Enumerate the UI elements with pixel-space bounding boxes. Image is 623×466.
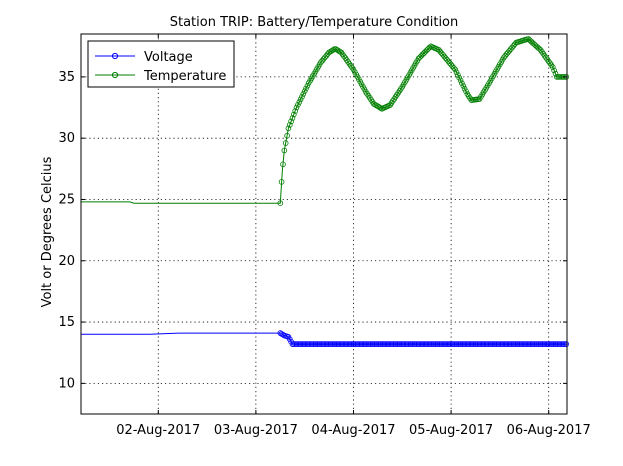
series-marker-temperature bbox=[460, 83, 467, 89]
series-marker-temperature bbox=[510, 42, 517, 49]
series-marker-temperature bbox=[330, 47, 337, 53]
series-marker-temperature bbox=[551, 67, 557, 74]
series-marker-temperature bbox=[301, 88, 308, 94]
series-marker-temperature bbox=[293, 104, 300, 111]
series-marker-temperature bbox=[372, 101, 379, 108]
x-tick-label: 03-Aug-2017 bbox=[214, 423, 298, 438]
series-marker-temperature bbox=[376, 104, 383, 110]
series-marker-temperature bbox=[299, 93, 305, 100]
series-marker-temperature bbox=[442, 55, 449, 61]
series-marker-temperature bbox=[461, 85, 468, 92]
series-marker-temperature bbox=[297, 96, 304, 103]
series-marker-temperature bbox=[295, 102, 301, 108]
series-marker-temperature bbox=[286, 122, 293, 128]
series-marker-temperature bbox=[440, 51, 446, 58]
series-marker-temperature bbox=[502, 52, 509, 59]
series-marker-temperature bbox=[281, 147, 288, 154]
series-marker-temperature bbox=[449, 63, 456, 70]
x-tick-label: 02-Aug-2017 bbox=[116, 423, 200, 438]
series-marker-temperature bbox=[438, 50, 445, 56]
series-marker-temperature bbox=[503, 51, 510, 57]
series-line-temperature bbox=[81, 38, 567, 204]
legend: Voltage Temperature bbox=[87, 40, 235, 88]
y-tick-label: 15 bbox=[58, 315, 75, 330]
series-marker-temperature bbox=[505, 49, 511, 56]
series-marker-temperature bbox=[326, 49, 332, 56]
series-marker-temperature bbox=[457, 77, 464, 84]
series-marker-temperature bbox=[453, 69, 460, 76]
series-marker-temperature bbox=[288, 118, 294, 125]
series-marker-temperature bbox=[277, 200, 284, 207]
series-marker-temperature bbox=[444, 56, 450, 63]
x-tick-label: 05-Aug-2017 bbox=[409, 423, 493, 438]
series-layer bbox=[81, 36, 570, 347]
series-marker-temperature bbox=[300, 91, 307, 97]
series-marker-temperature bbox=[549, 64, 556, 70]
series-marker-voltage bbox=[563, 341, 570, 347]
series-marker-temperature bbox=[323, 52, 330, 59]
x-tick-label: 04-Aug-2017 bbox=[311, 423, 395, 438]
series-marker-temperature bbox=[441, 53, 448, 60]
series-marker-temperature bbox=[448, 61, 454, 68]
y-tick-label: 35 bbox=[58, 70, 75, 85]
series-marker-temperature bbox=[280, 161, 286, 168]
legend-temperature-marker bbox=[111, 71, 119, 79]
series-marker-temperature bbox=[278, 179, 285, 185]
plot-frame bbox=[80, 33, 568, 415]
legend-box bbox=[87, 40, 235, 88]
series-marker-temperature bbox=[289, 115, 296, 121]
series-marker-temperature bbox=[436, 47, 442, 53]
series-marker-temperature bbox=[507, 46, 514, 52]
series-marker-temperature bbox=[446, 60, 453, 66]
series-marker-temperature bbox=[450, 65, 457, 71]
y-tick-label: 20 bbox=[58, 254, 75, 269]
series-marker-temperature bbox=[282, 140, 289, 146]
y-axis-label: Volt or Degrees Celcius bbox=[40, 156, 55, 307]
legend-voltage-label: Voltage bbox=[144, 50, 193, 65]
series-marker-voltage bbox=[277, 330, 284, 336]
series-marker-temperature bbox=[506, 47, 513, 54]
tick-layer: 02-Aug-2017 03-Aug-2017 04-Aug-2017 05-Aug-… bbox=[58, 34, 591, 438]
plot-area bbox=[81, 34, 567, 414]
series-marker-temperature bbox=[320, 56, 327, 62]
series-marker-temperature bbox=[501, 54, 507, 61]
series-marker-temperature bbox=[322, 54, 328, 61]
series-marker-temperature bbox=[437, 48, 444, 55]
series-marker-temperature bbox=[284, 132, 290, 139]
y-tick-label: 25 bbox=[58, 192, 75, 207]
series-marker-temperature bbox=[509, 44, 515, 51]
series-marker-temperature bbox=[552, 70, 559, 77]
y-tick-label: 30 bbox=[58, 131, 75, 146]
series-marker-temperature bbox=[318, 59, 324, 65]
series-marker-temperature bbox=[296, 99, 303, 105]
series-marker-temperature bbox=[463, 88, 469, 95]
series-marker-temperature bbox=[455, 72, 461, 78]
series-marker-temperature bbox=[335, 47, 342, 54]
series-marker-temperature bbox=[452, 66, 459, 73]
series-marker-temperature bbox=[292, 108, 299, 114]
series-marker-temperature bbox=[290, 111, 297, 118]
series-marker-temperature bbox=[456, 74, 463, 81]
series-marker-temperature bbox=[285, 125, 292, 132]
legend-voltage-marker bbox=[111, 52, 119, 60]
x-tick-label: 06-Aug-2017 bbox=[507, 423, 591, 438]
chart-title: Station TRIP: Battery/Temperature Condit… bbox=[170, 15, 459, 30]
series-marker-temperature bbox=[319, 57, 326, 64]
series-marker-temperature bbox=[303, 85, 309, 92]
series-marker-temperature bbox=[459, 80, 465, 86]
legend-temperature-label: Temperature bbox=[143, 69, 226, 84]
y-tick-label: 10 bbox=[58, 376, 75, 391]
series-marker-temperature bbox=[304, 83, 311, 89]
series-marker-temperature bbox=[445, 58, 452, 65]
series-marker-temperature bbox=[426, 44, 433, 51]
